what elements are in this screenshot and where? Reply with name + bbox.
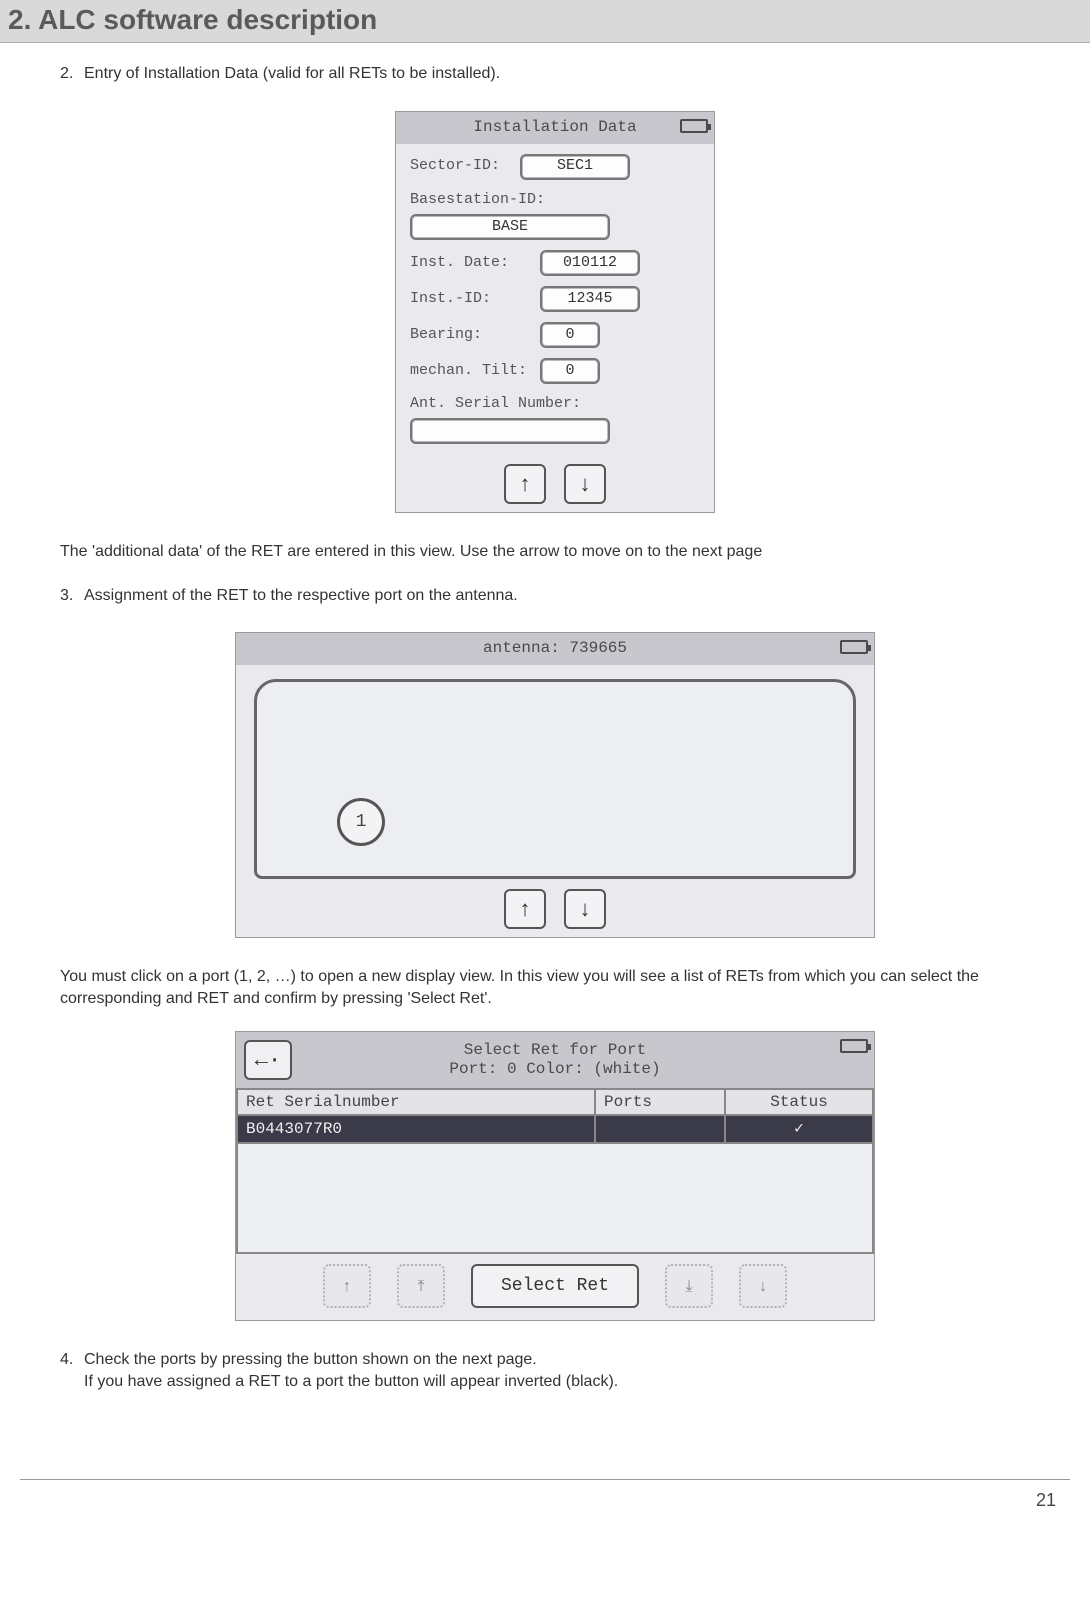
ret-table: Ret Serialnumber Ports Status B0443077R0… (236, 1088, 874, 1254)
basestation-id-label: Basestation-ID: (410, 190, 545, 210)
page-content: 2. Entry of Installation Data (valid for… (0, 43, 1090, 1439)
ant-serial-label: Ant. Serial Number: (410, 394, 581, 414)
sector-id-field[interactable]: SEC1 (520, 154, 630, 180)
figure-antenna-port: antenna: 739665 1 ↑ ↓ (60, 632, 1050, 938)
table-header-row: Ret Serialnumber Ports Status (236, 1088, 874, 1116)
screen-titlebar: antenna: 739665 (236, 633, 874, 665)
inst-date-field[interactable]: 010112 (540, 250, 640, 276)
screenshot-select-ret: ←· Select Ret for Port Port: 0 Color: (w… (235, 1031, 875, 1321)
step-4-line2: If you have assigned a RET to a port the… (84, 1371, 1050, 1393)
port-label: 1 (356, 810, 367, 834)
inst-id-label: Inst.-ID: (410, 289, 540, 309)
mechan-tilt-label: mechan. Tilt: (410, 361, 540, 381)
screen-title: antenna: 739665 (483, 638, 627, 660)
nav-top-button[interactable]: ⤒ (397, 1264, 445, 1308)
basestation-id-field[interactable]: BASE (410, 214, 610, 240)
screenshot-installation-data: Installation Data Sector-ID: SEC1 Basest… (395, 111, 715, 514)
arrow-down-icon: ↓ (580, 469, 591, 499)
battery-icon (680, 119, 708, 133)
battery-icon (840, 640, 868, 654)
port-area: 1 (236, 665, 874, 885)
form-body: Sector-ID: SEC1 Basestation-ID: BASE Ins… (396, 144, 714, 461)
bearing-field[interactable]: 0 (540, 322, 600, 348)
step-4: 4. Check the ports by pressing the butto… (60, 1349, 1050, 1392)
battery-icon (840, 1039, 868, 1053)
nav-arrow-bar: ↑ ↓ (236, 885, 874, 937)
arrow-down-button[interactable]: ↓ (564, 464, 606, 504)
port-1-button[interactable]: 1 (337, 798, 385, 846)
ant-serial-field[interactable] (410, 418, 610, 444)
page-footer: 21 (20, 1479, 1070, 1541)
col-serial-header: Ret Serialnumber (236, 1088, 596, 1116)
select-ret-button[interactable]: Select Ret (471, 1264, 639, 1308)
arrow-up-icon: ↑ (520, 894, 531, 924)
arrow-top-icon: ⤒ (417, 1276, 424, 1298)
antenna-frame: 1 (254, 679, 856, 879)
table-row[interactable]: B0443077R0 ✓ (236, 1116, 874, 1144)
bottom-button-bar: ↑ ⤒ Select Ret ⤓ ↓ (236, 1254, 874, 1320)
page-number: 21 (1036, 1490, 1056, 1510)
sector-id-label: Sector-ID: (410, 156, 520, 176)
arrow-down-icon: ↓ (580, 894, 591, 924)
arrow-down-button[interactable]: ↓ (564, 889, 606, 929)
inst-date-label: Inst. Date: (410, 253, 540, 273)
step-3: 3. Assignment of the RET to the respecti… (60, 585, 1050, 607)
figure-installation-data: Installation Data Sector-ID: SEC1 Basest… (60, 111, 1050, 514)
bearing-label: Bearing: (410, 325, 540, 345)
step-text: Assignment of the RET to the respective … (84, 585, 1050, 607)
screen-title: Installation Data (473, 117, 636, 139)
col-ports-header: Ports (596, 1088, 726, 1116)
step-text: Check the ports by pressing the button s… (84, 1349, 1050, 1392)
screen-titlebar: Installation Data (396, 112, 714, 144)
figure-select-ret: ←· Select Ret for Port Port: 0 Color: (w… (60, 1031, 1050, 1321)
inst-id-field[interactable]: 12345 (540, 286, 640, 312)
nav-up-button[interactable]: ↑ (323, 1264, 371, 1308)
step-4-line1: Check the ports by pressing the button s… (84, 1349, 1050, 1371)
back-icon: ←· (255, 1046, 281, 1076)
col-status-header: Status (726, 1088, 874, 1116)
paragraph-after-fig1: The 'additional data' of the RET are ent… (60, 541, 1050, 563)
section-heading: 2. ALC software description (8, 4, 1082, 36)
arrow-bottom-icon: ⤓ (685, 1276, 692, 1298)
paragraph-after-fig2: You must click on a port (1, 2, …) to op… (60, 966, 1050, 1009)
mechan-tilt-field[interactable]: 0 (540, 358, 600, 384)
arrow-down-icon: ↓ (759, 1276, 767, 1298)
screenshot-antenna-port: antenna: 739665 1 ↑ ↓ (235, 632, 875, 938)
screen-title-line2: Port: 0 Color: (white) (449, 1060, 660, 1079)
step-number: 2. (60, 63, 84, 85)
arrow-up-button[interactable]: ↑ (504, 889, 546, 929)
cell-status: ✓ (726, 1116, 874, 1144)
step-number: 4. (60, 1349, 84, 1392)
back-button[interactable]: ←· (244, 1040, 292, 1080)
select-ret-label: Select Ret (501, 1274, 609, 1298)
table-empty-area (236, 1144, 874, 1254)
step-number: 3. (60, 585, 84, 607)
arrow-up-icon: ↑ (520, 469, 531, 499)
arrow-up-icon: ↑ (343, 1276, 351, 1298)
cell-ports (596, 1116, 726, 1144)
screen-title-line1: Select Ret for Port (464, 1041, 646, 1060)
step-text: Entry of Installation Data (valid for al… (84, 63, 1050, 85)
nav-down-button[interactable]: ↓ (739, 1264, 787, 1308)
screen-titlebar: ←· Select Ret for Port Port: 0 Color: (w… (236, 1032, 874, 1088)
section-heading-banner: 2. ALC software description (0, 0, 1090, 43)
nav-arrow-bar: ↑ ↓ (396, 460, 714, 512)
arrow-up-button[interactable]: ↑ (504, 464, 546, 504)
nav-bottom-button[interactable]: ⤓ (665, 1264, 713, 1308)
cell-serial: B0443077R0 (236, 1116, 596, 1144)
step-2: 2. Entry of Installation Data (valid for… (60, 63, 1050, 85)
